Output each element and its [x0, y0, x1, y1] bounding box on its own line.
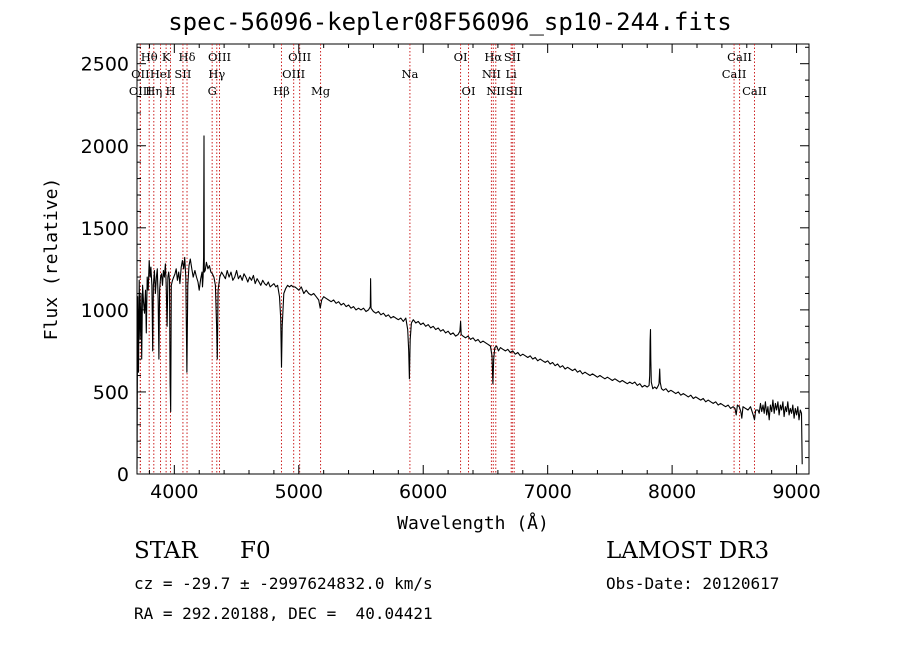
line-marker-label: OIII [288, 50, 311, 64]
line-marker-label: H [165, 84, 175, 98]
x-tick-label: 6000 [399, 481, 447, 503]
y-tick-label: 2000 [81, 136, 129, 158]
line-marker-label: HeI [150, 67, 171, 81]
obs-date: Obs-Date: 20120617 [606, 574, 780, 593]
line-marker-label: Hα [484, 50, 502, 64]
y-tick-label: 2500 [81, 54, 129, 76]
line-marker-label: OI [454, 50, 468, 64]
x-tick-label: 9000 [772, 481, 820, 503]
x-tick-label: 8000 [648, 481, 696, 503]
plot-frame [136, 43, 810, 475]
line-marker-label: Mg [311, 84, 331, 98]
line-marker-label: Na [401, 67, 418, 81]
y-tick-label: 0 [117, 464, 129, 486]
line-marker-label: K [162, 50, 171, 64]
line-marker-label: G [208, 84, 217, 98]
line-marker-label: SII [504, 50, 521, 64]
y-axis-label: Flux (relative) [41, 178, 62, 341]
line-marker-label: Hγ [208, 67, 225, 81]
chart-title: spec-56096-kepler08F56096_sp10-244.fits [168, 8, 732, 36]
line-marker-label: Hη [145, 84, 162, 98]
spectrum-line [136, 135, 803, 470]
redshift-readout: cz = -29.7 ± -2997624832.0 km/s [134, 574, 433, 593]
line-marker-label: OIII [282, 67, 305, 81]
x-tick-label: 7000 [523, 481, 571, 503]
x-axis-label: Wavelength (Å) [397, 512, 549, 534]
line-marker-label: CaII [742, 84, 767, 98]
line-marker-label: CaII [722, 67, 747, 81]
line-marker-label: Li [506, 67, 518, 81]
line-marker-label: Hθ [141, 50, 158, 64]
y-tick-label: 1000 [81, 300, 129, 322]
object-subclass: F0 [240, 538, 271, 564]
line-marker-label: OIII [129, 84, 152, 98]
coordinates: RA = 292.20188, DEC = 40.04421 [134, 604, 433, 623]
line-marker-label: OII [131, 67, 150, 81]
x-tick-label: 4000 [150, 481, 198, 503]
line-marker-label: CaII [727, 50, 752, 64]
y-tick-label: 500 [93, 382, 129, 404]
line-marker-label: NII [486, 84, 505, 98]
line-marker-label: OI [462, 84, 476, 98]
x-tick-label: 5000 [275, 481, 323, 503]
line-marker-label: Hδ [179, 50, 196, 64]
y-tick-label: 1500 [81, 218, 129, 240]
line-marker-label: SII [174, 67, 191, 81]
line-marker-label: OIII [208, 50, 231, 64]
survey-name: LAMOST DR3 [606, 538, 770, 564]
object-class: STAR [134, 538, 198, 564]
line-marker-label: NII [482, 67, 501, 81]
line-marker-label: SII [506, 84, 523, 98]
line-marker-label: Hβ [273, 84, 290, 98]
